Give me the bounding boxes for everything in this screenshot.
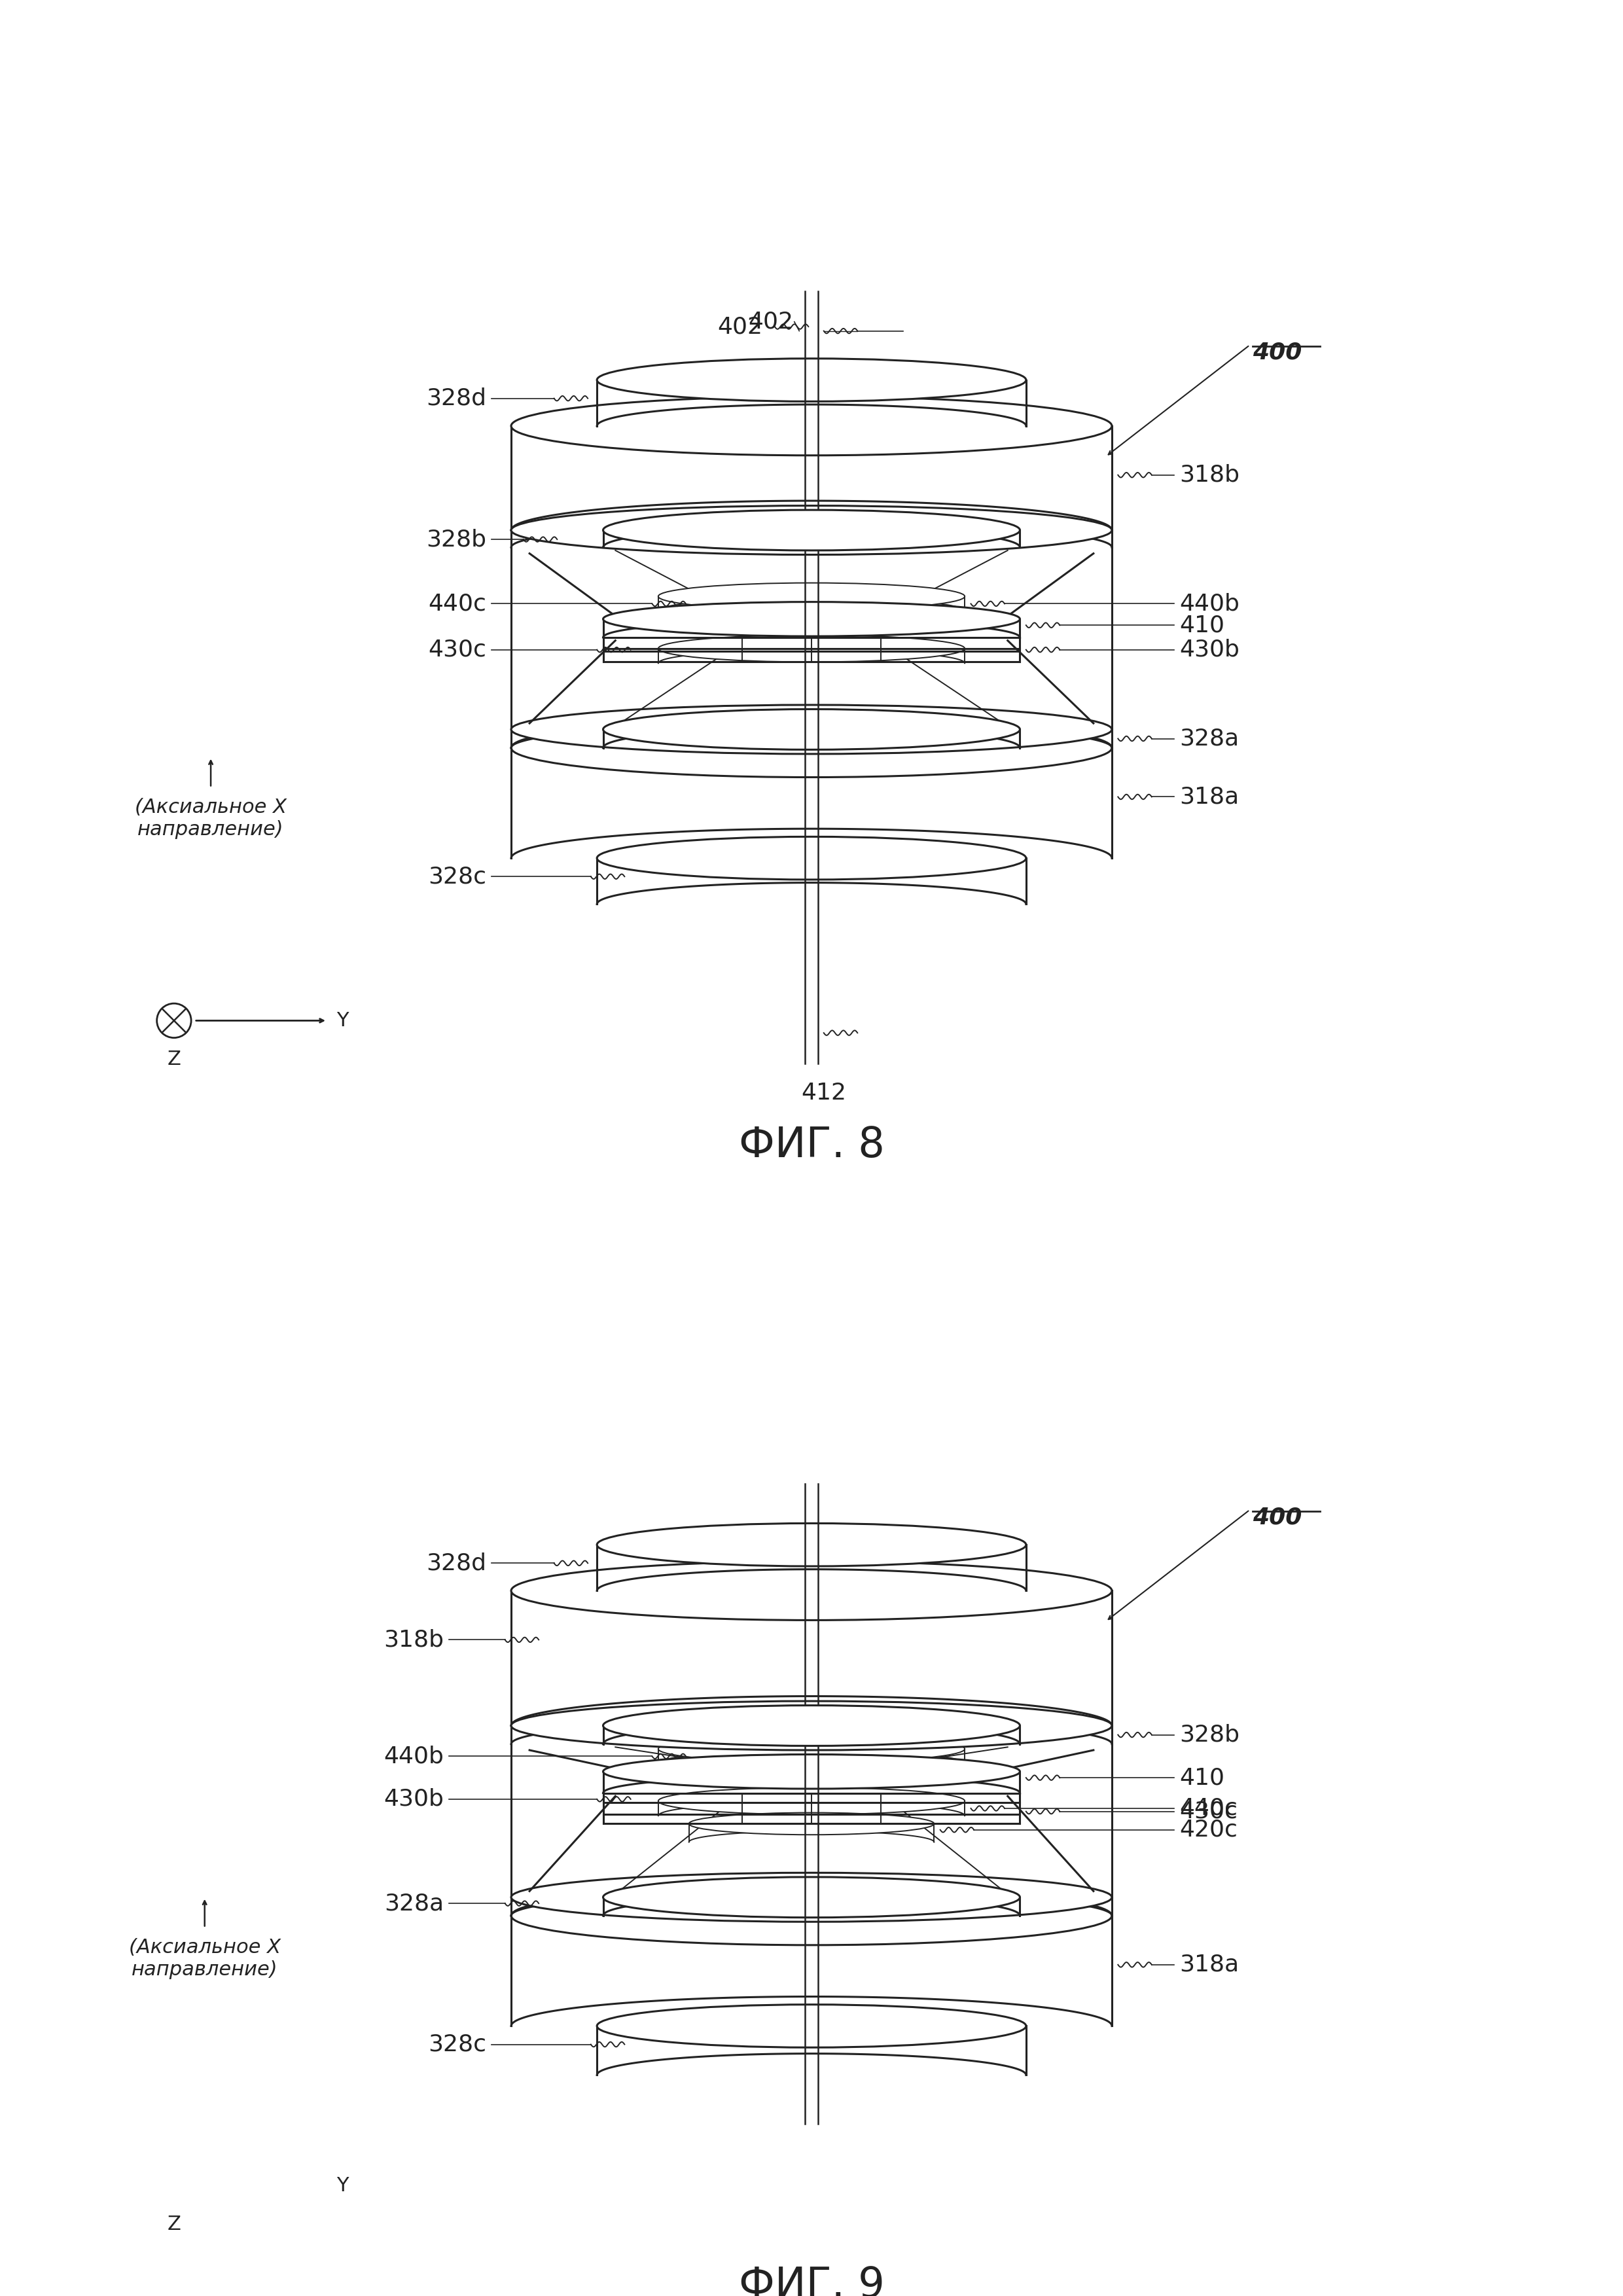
Text: 318a: 318a	[1180, 785, 1238, 808]
Text: 430b: 430b	[383, 1789, 443, 1809]
Ellipse shape	[511, 505, 1112, 556]
Ellipse shape	[659, 636, 964, 661]
Text: 400: 400	[1253, 342, 1302, 363]
Ellipse shape	[511, 1701, 1112, 1750]
Text: 440c: 440c	[1180, 1798, 1237, 1818]
Text: 328d: 328d	[427, 1552, 487, 1575]
Text: 328c: 328c	[428, 866, 487, 889]
Text: 410: 410	[1180, 1766, 1224, 1789]
Text: 318b: 318b	[383, 1628, 443, 1651]
Text: 328a: 328a	[1180, 728, 1238, 751]
Ellipse shape	[511, 1887, 1112, 1945]
Ellipse shape	[597, 1522, 1026, 1566]
Text: ФИГ. 8: ФИГ. 8	[738, 1125, 885, 1166]
Text: ФИГ. 9: ФИГ. 9	[738, 2266, 885, 2296]
Ellipse shape	[597, 836, 1026, 879]
Text: Z: Z	[167, 2216, 180, 2234]
Text: Z: Z	[167, 1049, 180, 1070]
Text: 420c: 420c	[1180, 1818, 1237, 1841]
Ellipse shape	[597, 358, 1026, 402]
Text: 318a: 318a	[1180, 1954, 1238, 1977]
Ellipse shape	[604, 602, 1019, 636]
Ellipse shape	[604, 510, 1019, 551]
Ellipse shape	[659, 1789, 964, 1814]
Text: 430b: 430b	[1180, 638, 1240, 661]
Ellipse shape	[511, 1561, 1112, 1621]
Ellipse shape	[511, 705, 1112, 753]
Text: 440c: 440c	[428, 592, 487, 615]
Ellipse shape	[604, 1706, 1019, 1745]
Text: 402: 402	[748, 310, 794, 333]
Ellipse shape	[604, 709, 1019, 751]
Text: 410: 410	[1180, 613, 1224, 636]
Text: Y: Y	[336, 1010, 349, 1031]
Text: Y: Y	[336, 2177, 349, 2195]
Text: 318b: 318b	[1180, 464, 1240, 487]
Ellipse shape	[659, 583, 964, 611]
Text: (Аксиальное X
направление): (Аксиальное X направление)	[135, 797, 287, 838]
Ellipse shape	[511, 397, 1112, 455]
Text: 440b: 440b	[1180, 592, 1240, 615]
Text: 328a: 328a	[385, 1892, 443, 1915]
Text: 328c: 328c	[428, 2034, 487, 2055]
Text: 430c: 430c	[428, 638, 487, 661]
Text: 430c: 430c	[1180, 1800, 1237, 1823]
Ellipse shape	[511, 1874, 1112, 1922]
Text: 402: 402	[717, 315, 763, 338]
Text: 328b: 328b	[1180, 1724, 1240, 1745]
Text: 328d: 328d	[427, 388, 487, 409]
Ellipse shape	[659, 1736, 964, 1763]
Ellipse shape	[597, 2004, 1026, 2048]
Text: 412: 412	[802, 1081, 846, 1104]
Ellipse shape	[688, 1812, 935, 1835]
Text: 440b: 440b	[383, 1745, 443, 1768]
Text: 400: 400	[1253, 1506, 1302, 1529]
Text: 328b: 328b	[427, 528, 487, 551]
Ellipse shape	[604, 1878, 1019, 1917]
Text: (Аксиальное X
направление): (Аксиальное X направление)	[128, 1938, 281, 1979]
Ellipse shape	[511, 719, 1112, 778]
Ellipse shape	[604, 1754, 1019, 1789]
